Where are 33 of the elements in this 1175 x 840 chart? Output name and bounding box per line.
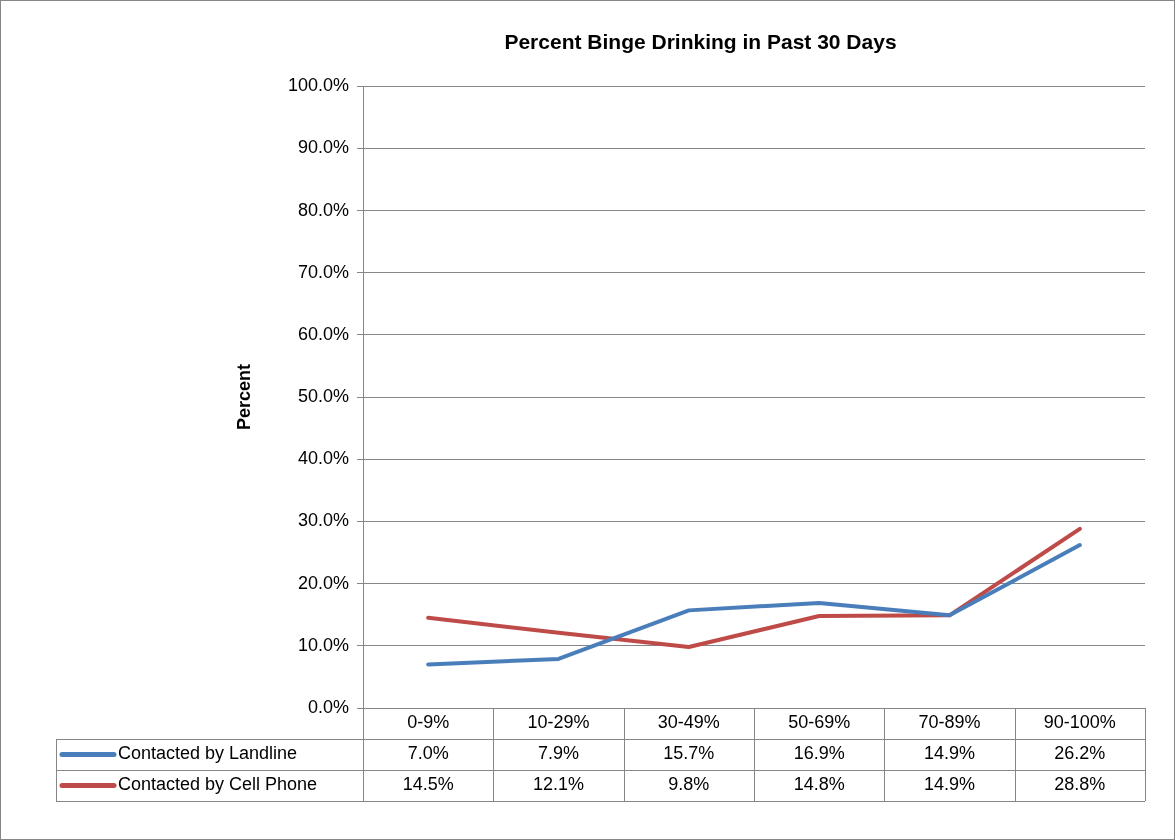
data-label: 14.9% — [923, 774, 976, 795]
y-axis-title: Percent — [233, 364, 254, 431]
y-tick-label: 10.0% — [297, 634, 349, 655]
x-tick-label: 10-29% — [527, 712, 590, 733]
data-label: 7.0% — [407, 743, 449, 764]
data-label: 16.9% — [793, 743, 845, 764]
x-tick-label: 50-69% — [788, 712, 851, 733]
data-label: 9.8% — [668, 774, 710, 795]
data-label: 28.8% — [1054, 774, 1106, 795]
y-tick-label: 0.0% — [307, 696, 349, 717]
y-tick-label: 30.0% — [297, 510, 349, 531]
y-tick-label: 60.0% — [297, 323, 349, 344]
data-label: 26.2% — [1054, 743, 1106, 764]
y-tick-label: 40.0% — [297, 448, 349, 469]
data-label: 14.8% — [793, 774, 845, 795]
y-tick-label: 80.0% — [297, 199, 349, 220]
x-tick-label: 90-100% — [1043, 712, 1116, 733]
y-tick-label: 100.0% — [287, 75, 349, 96]
y-tick-label: 20.0% — [297, 572, 349, 593]
y-tick-label: 90.0% — [297, 137, 349, 158]
data-label: 14.9% — [923, 743, 976, 764]
data-label: 15.7% — [663, 743, 715, 764]
data-label: 12.1% — [532, 774, 585, 795]
y-tick-label: 50.0% — [297, 386, 349, 407]
x-tick-label: 70-89% — [918, 712, 981, 733]
x-tick-label: 0-9% — [407, 712, 450, 733]
data-label: 7.9% — [537, 743, 580, 764]
chart-title: Percent Binge Drinking in Past 30 Days — [504, 30, 897, 54]
legend-label: Contacted by Cell Phone — [118, 774, 318, 795]
legend-label: Contacted by Landline — [118, 743, 298, 764]
x-tick-label: 30-49% — [657, 712, 720, 733]
data-label: 14.5% — [402, 774, 454, 795]
y-tick-label: 70.0% — [297, 261, 349, 282]
